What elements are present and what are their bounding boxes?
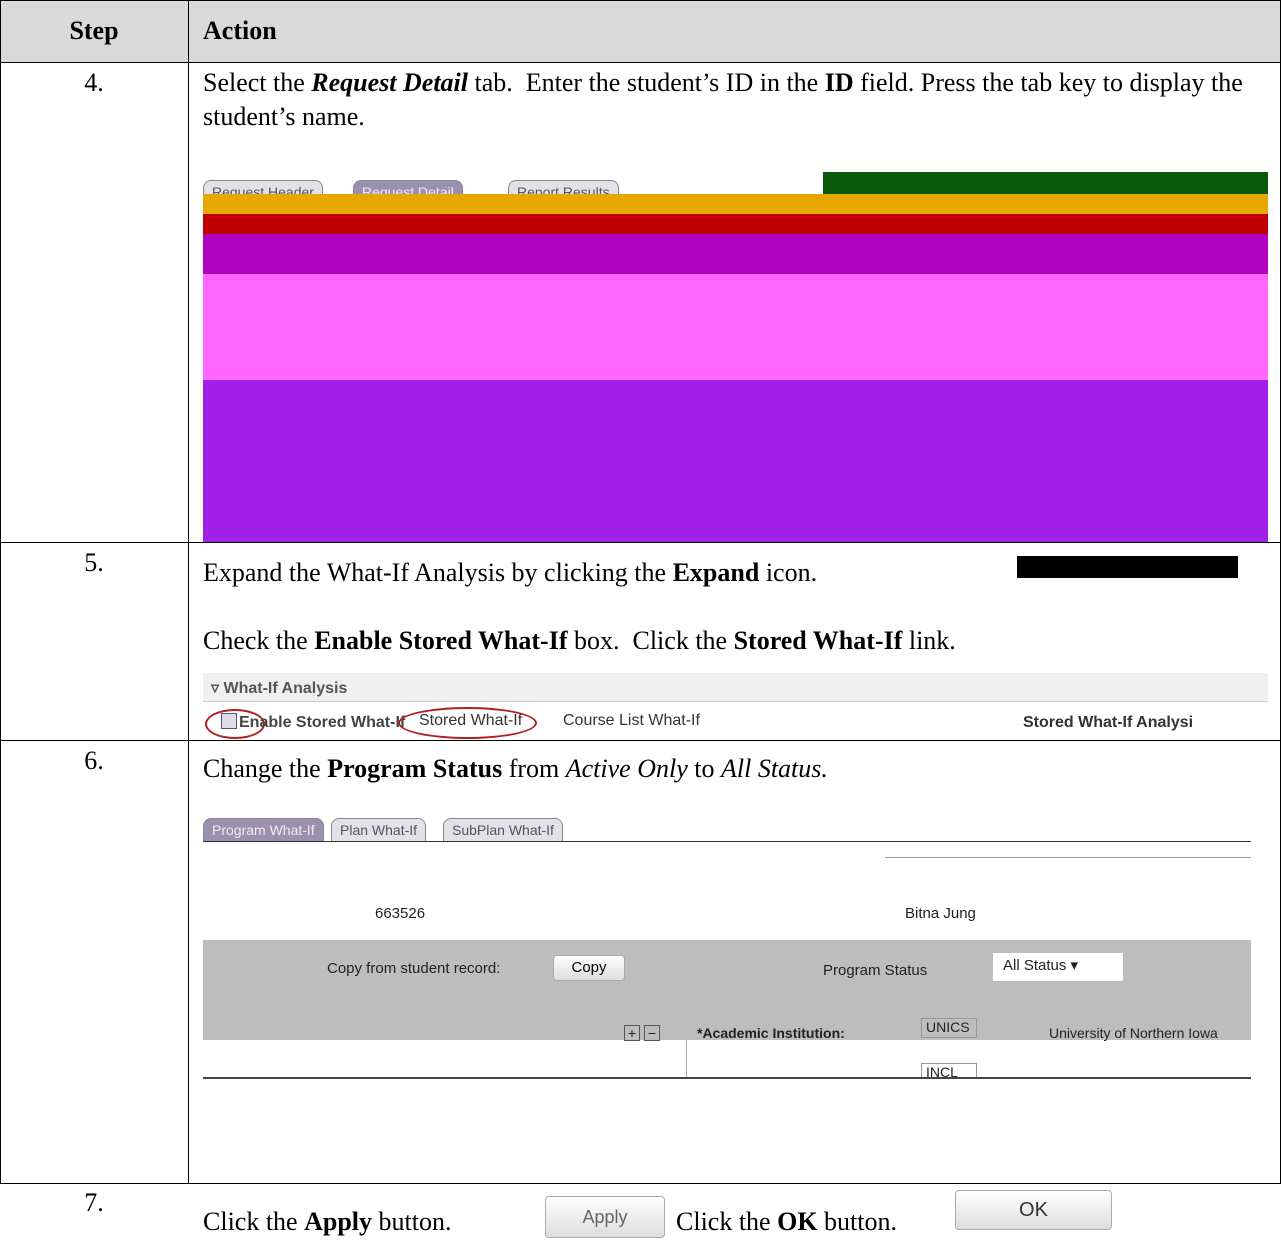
section-title: ▿ What-If Analysis: [211, 678, 347, 698]
border: [0, 0, 1, 1183]
rule: [885, 857, 1251, 858]
image-noise: [203, 380, 1268, 542]
text: Enable Stored What-If: [314, 626, 567, 655]
instruction: Expand the What-If Analysis by clicking …: [203, 556, 817, 590]
text: OK: [777, 1207, 817, 1236]
text: All Status.: [721, 754, 828, 783]
section-bar: [203, 673, 1268, 702]
screenshot: ▿ What-If Analysis Enable Stored What-If…: [203, 673, 1268, 739]
label: *Academic Institution:: [697, 1025, 845, 1041]
input: UNICS: [921, 1018, 977, 1038]
instruction: Check the Enable Stored What-If box. Cli…: [203, 624, 956, 658]
text: button.: [372, 1207, 458, 1236]
step-number: 4.: [0, 66, 188, 100]
border: [0, 0, 1281, 1]
text: Program Status: [327, 754, 502, 783]
link: Course List What-If: [563, 712, 700, 730]
step-number: 6.: [0, 744, 188, 778]
image-noise: [203, 234, 1268, 274]
apply-button-image: Apply: [545, 1196, 665, 1238]
student-id: 663526: [375, 905, 425, 922]
select-value: All Status: [1003, 957, 1066, 974]
text: Stored What-If: [734, 626, 903, 655]
text: Expand the What-If Analysis by clicking …: [203, 558, 673, 587]
border: [0, 62, 1281, 63]
text: Select the: [203, 68, 311, 97]
instruction: Click the OK button.: [676, 1205, 904, 1239]
instruction: Click the Apply button.: [203, 1205, 458, 1239]
expand-icon: +: [624, 1025, 640, 1041]
torn-edge: [203, 1077, 1251, 1183]
text: Change the: [203, 754, 327, 783]
screenshot: Request Header Request Detail Report Res…: [203, 172, 1268, 542]
step-number: 7.: [0, 1186, 188, 1220]
text: Expand: [673, 558, 760, 587]
text: Click the: [676, 1207, 777, 1236]
text: to: [688, 754, 721, 783]
step-number: 5.: [0, 546, 188, 580]
text: Click the: [203, 1207, 304, 1236]
text: icon.: [759, 558, 817, 587]
image-noise: [203, 274, 1268, 380]
label: Copy from student record:: [327, 960, 500, 977]
instruction: Change the Program Status from Active On…: [203, 752, 828, 786]
text: box. Click the: [567, 626, 733, 655]
page: {"table": { "header": ["Step", "Action"]…: [0, 0, 1281, 1243]
checkbox-label: Enable Stored What-If: [239, 714, 405, 732]
instruction: Select the Request Detail tab. Enter the…: [203, 66, 1263, 134]
text: button.: [818, 1207, 904, 1236]
text: Request Detail: [311, 68, 468, 97]
border: [0, 1183, 1281, 1184]
image-noise: [203, 194, 1268, 214]
ok-button-image: OK: [955, 1190, 1112, 1230]
tab: Plan What-If: [331, 818, 426, 841]
label: Stored What-If Analysi: [1023, 714, 1193, 732]
text: ID: [825, 68, 854, 97]
collapse-icon: −: [644, 1025, 660, 1041]
button: Copy: [553, 955, 625, 981]
tab: SubPlan What-If: [443, 818, 563, 841]
screenshot: Program What-If Plan What-If SubPlan Wha…: [203, 815, 1253, 1183]
text: Check the: [203, 626, 314, 655]
border: [188, 0, 189, 1183]
tab: Program What-If: [203, 818, 324, 841]
header-cell: Action: [203, 14, 277, 48]
expand-icon-image: [1017, 556, 1238, 578]
text: link.: [902, 626, 955, 655]
text: from: [502, 754, 566, 783]
text: Apply: [304, 1207, 372, 1236]
select: All Status ▾: [993, 953, 1123, 981]
text: tab. Enter the student’s ID in the: [468, 68, 825, 97]
border: [0, 542, 1281, 543]
value: University of Northern Iowa: [1049, 1025, 1218, 1041]
rule: [203, 841, 1251, 842]
text: Active Only: [566, 754, 688, 783]
border: [0, 740, 1281, 741]
document: Step Action 4. Select the Request Detail…: [0, 0, 1281, 1243]
header-bg: [0, 0, 1281, 62]
student-name: Bitna Jung: [905, 905, 976, 922]
image-noise: [823, 172, 1268, 194]
label: Program Status: [823, 962, 927, 979]
text: What-If Analysis: [223, 680, 347, 697]
header-cell: Step: [0, 14, 188, 48]
highlight-circle: [398, 707, 537, 739]
